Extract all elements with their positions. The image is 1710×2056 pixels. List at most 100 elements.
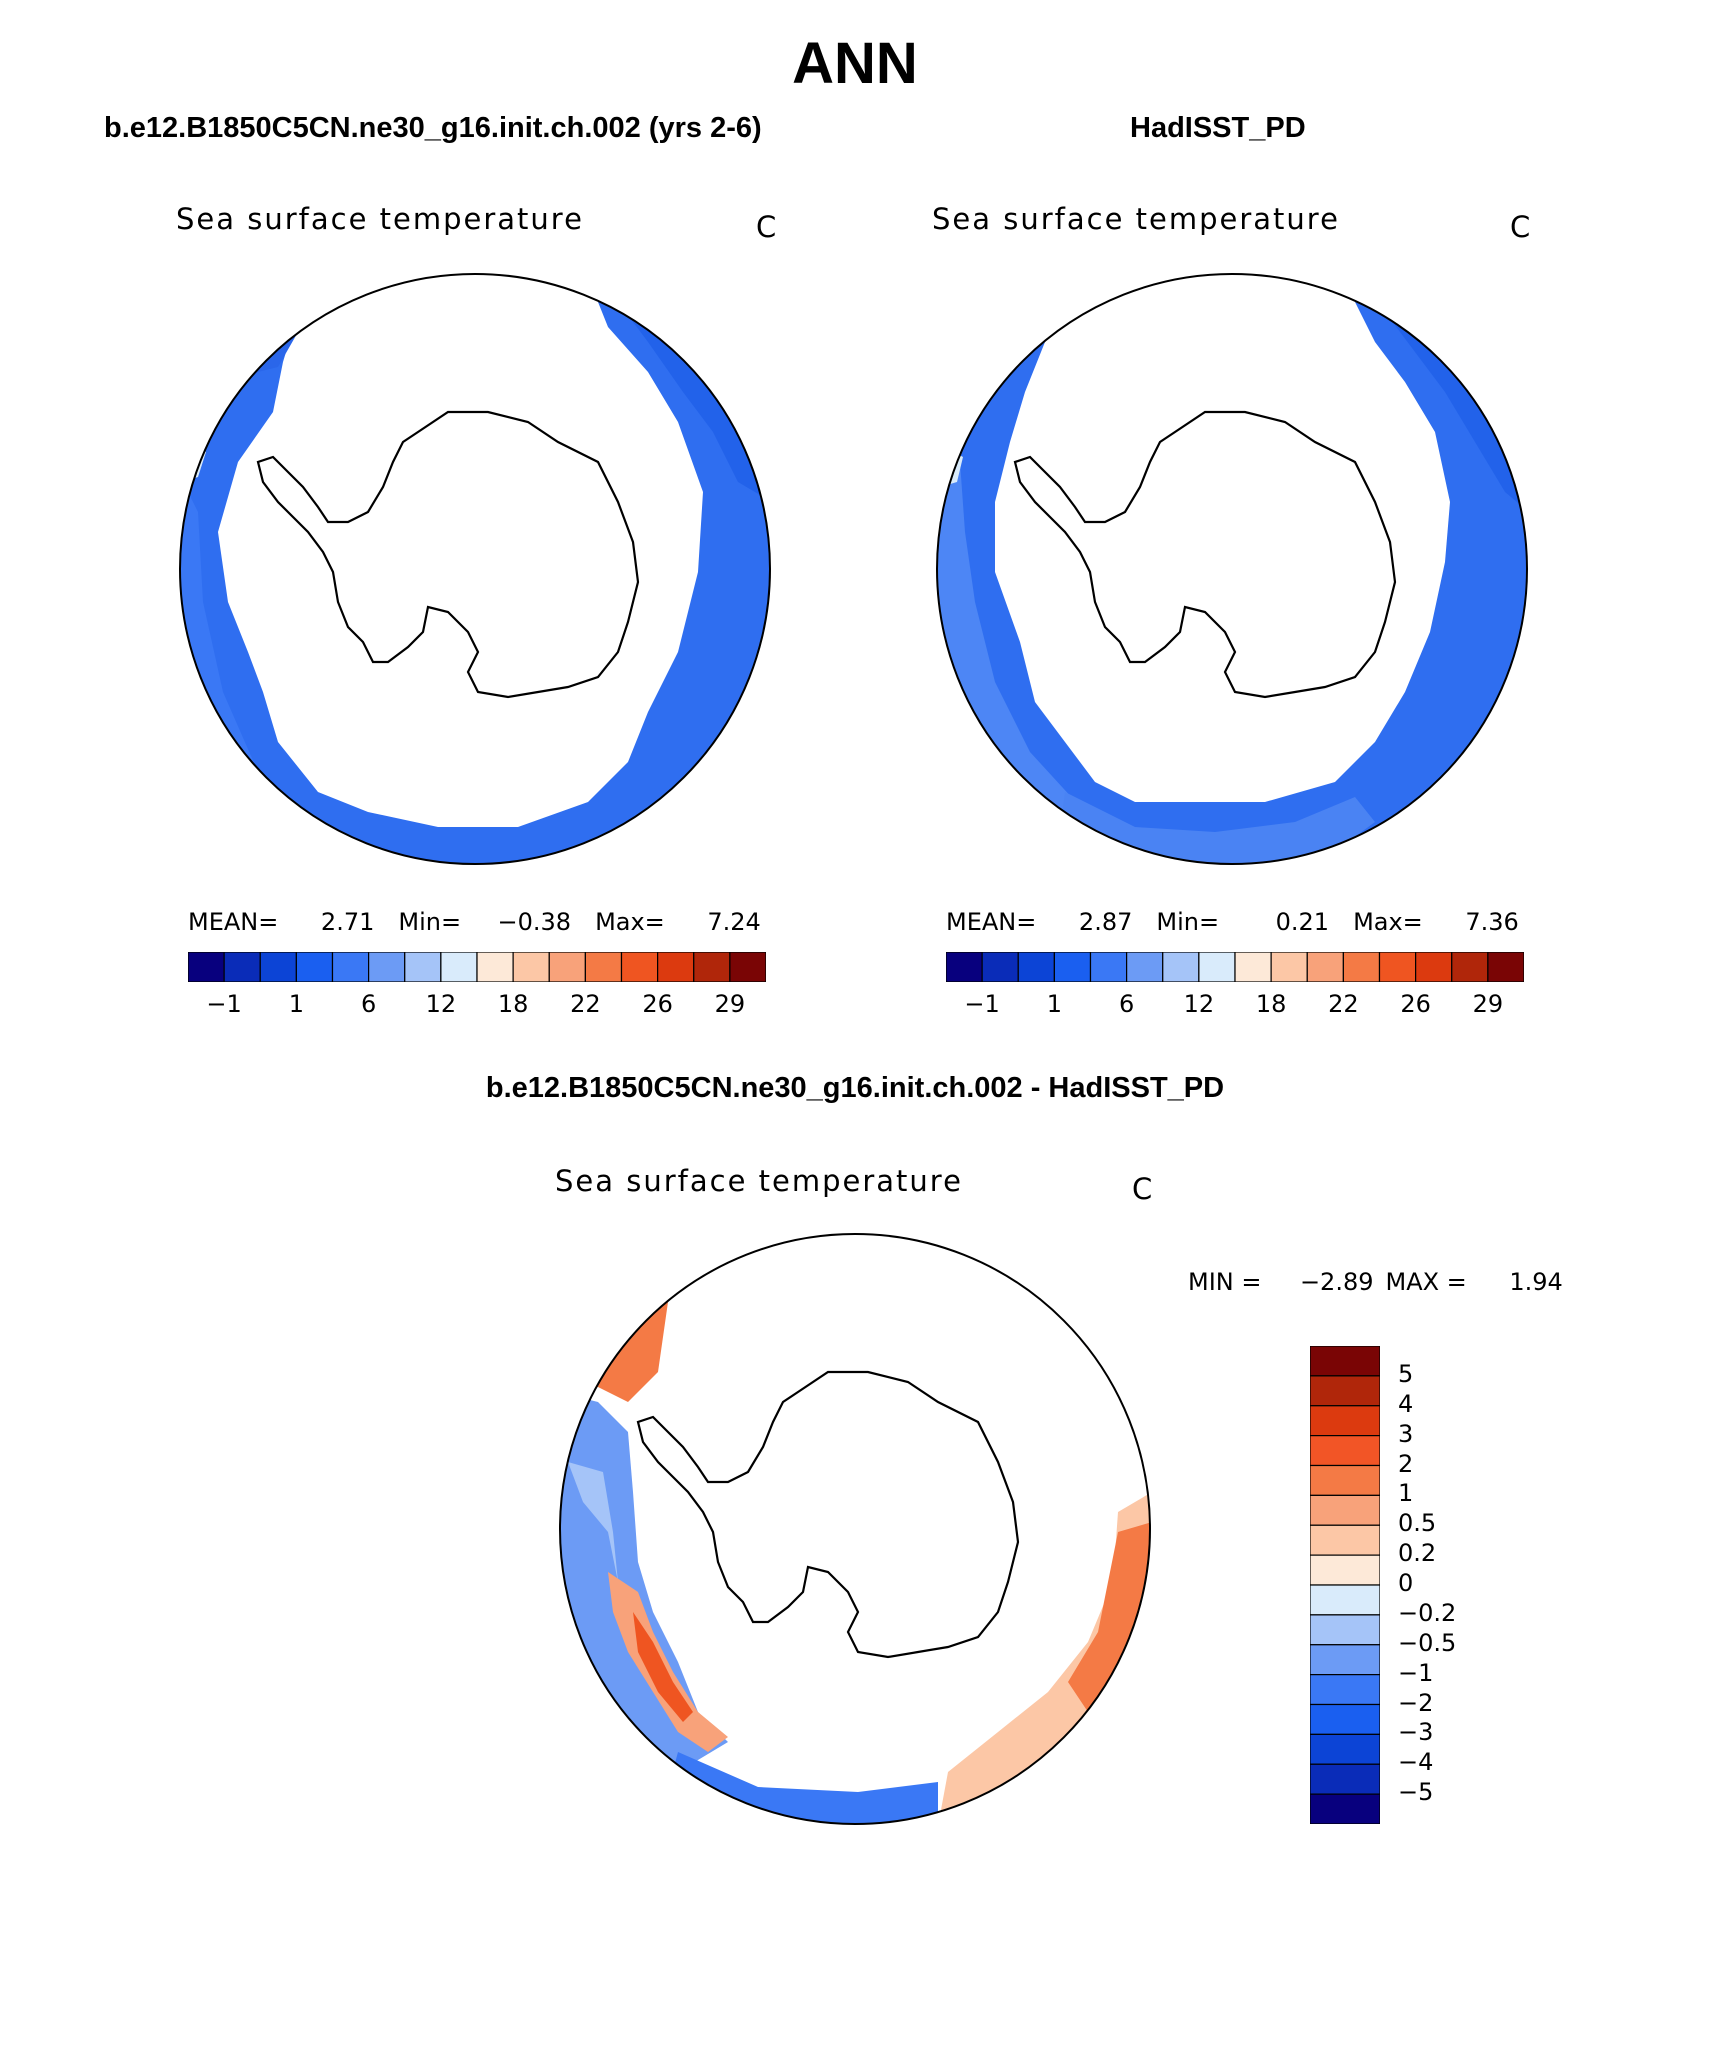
diff-colorbar-tick-label: 4 (1398, 1389, 1414, 1418)
right-colorbar-tick-label: 26 (1400, 990, 1431, 1018)
diff-min-value: −2.89 (1299, 1268, 1374, 1296)
left-colorbar-swatch (512, 952, 550, 982)
right-colorbar-swatch (1017, 952, 1055, 982)
left-colorbar-swatch (693, 952, 731, 982)
right-colorbar-swatch (1198, 952, 1236, 982)
right-colorbar-swatch (1162, 952, 1200, 982)
diff-colorbar-tick-label: −0.5 (1398, 1628, 1457, 1657)
right-colorbar-swatch (1234, 952, 1272, 982)
left-panel-title: b.e12.B1850C5CN.ne30_g16.init.ch.002 (yr… (104, 112, 762, 144)
right-antarctica-coastline (1013, 410, 1397, 699)
right-colorbar-tick-label: 6 (1118, 990, 1135, 1018)
left-colorbar-tick-label: 29 (714, 990, 746, 1018)
difference-panel-title: b.e12.B1850C5CN.ne30_g16.init.ch.002 - H… (485, 1072, 1225, 1104)
diff-max-value: 1.94 (1509, 1268, 1563, 1296)
diff-colorbar-swatch (1310, 1405, 1380, 1437)
left-colorbar-ticks: −1 1 6 12 18 22 26 29 (188, 990, 766, 1020)
left-colorbar-tick-label: −1 (206, 990, 242, 1018)
figure-title: ANN (792, 31, 918, 96)
left-min-label: Min= (398, 908, 462, 936)
right-max-label: Max= (1353, 908, 1423, 936)
diff-colorbar-tick-label: 2 (1398, 1449, 1414, 1478)
diff-min-label: MIN = (1188, 1268, 1262, 1296)
diff-colorbar-swatch (1310, 1614, 1380, 1646)
right-variable-label: Sea surface temperature (932, 202, 1340, 236)
diff-units-label: C (1132, 1172, 1153, 1206)
left-colorbar-swatch (404, 952, 442, 982)
right-colorbar-tick-label: −1 (964, 990, 1000, 1018)
left-colorbar-tick-label: 1 (288, 990, 305, 1018)
diff-colorbar-swatch (1310, 1435, 1380, 1467)
right-stats: MEAN= 2.87 Min= 0.21 Max= 7.36 (946, 908, 1519, 936)
right-sst-map (936, 273, 1528, 865)
left-colorbar-swatch (729, 952, 766, 982)
diff-colorbar-swatch (1310, 1674, 1380, 1706)
right-colorbar-tick-label: 1 (1046, 990, 1063, 1018)
diff-colorbar-tick-label: −3 (1398, 1718, 1434, 1747)
left-colorbar-swatch (368, 952, 406, 982)
diff-colorbar-tick-label: 1 (1398, 1479, 1414, 1508)
diff-colorbar-swatch (1310, 1733, 1380, 1765)
diff-colorbar-swatch (1310, 1793, 1380, 1824)
right-colorbar-ticks: −1 1 6 12 18 22 26 29 (946, 990, 1524, 1020)
diff-colorbar-swatch (1310, 1644, 1380, 1676)
right-colorbar-swatch (1342, 952, 1381, 982)
right-colorbar-swatch (1126, 952, 1164, 982)
right-colorbar-swatch (946, 952, 983, 982)
left-min-value: −0.38 (497, 908, 572, 936)
left-colorbar-swatch (331, 952, 370, 982)
left-units-label: C (756, 210, 777, 244)
left-colorbar-tick-label: 22 (570, 990, 601, 1018)
right-colorbar-swatch (1053, 952, 1092, 982)
right-mean-value: 2.87 (1078, 908, 1133, 936)
diff-colorbar-tick-label: −4 (1398, 1748, 1434, 1777)
left-colorbar-tick-label: 12 (425, 990, 457, 1018)
diff-cold-band-west-inner (568, 1462, 618, 1582)
right-colorbar-swatch (981, 952, 1019, 982)
left-mean-label: MEAN= (188, 908, 279, 936)
right-mean-label: MEAN= (946, 908, 1037, 936)
diff-sst-map (559, 1233, 1151, 1825)
diff-colorbar-tick-label: 3 (1398, 1419, 1414, 1448)
left-colorbar-swatch (620, 952, 659, 982)
diff-colorbar-ticks: 5 4 3 2 1 0.5 0.2 0 −0.2 −0.5 −1 −2 −3 −4 −5 (1390, 1346, 1510, 1824)
left-colorbar-swatch (584, 952, 623, 982)
right-colorbar-swatch (1378, 952, 1417, 982)
diff-colorbar-swatch (1310, 1763, 1380, 1795)
left-colorbar-tick-label: 26 (642, 990, 673, 1018)
diff-warm-streak-west (608, 1572, 728, 1752)
left-colorbar-tick-label: 6 (360, 990, 377, 1018)
right-colorbar-swatch (1487, 952, 1524, 982)
diff-stats: MIN = −2.89 MAX = 1.94 (1188, 1268, 1563, 1296)
diff-colorbar-tick-label: 5 (1398, 1359, 1414, 1388)
left-max-value: 7.24 (707, 908, 761, 936)
diff-colorbar (1310, 1346, 1380, 1824)
left-colorbar-swatch (223, 952, 261, 982)
diff-colorbar-swatch (1310, 1464, 1380, 1496)
right-colorbar-tick-label: 22 (1328, 990, 1359, 1018)
diff-colorbar-swatch (1310, 1494, 1380, 1526)
left-max-label: Max= (595, 908, 665, 936)
right-units-label: C (1510, 210, 1531, 244)
right-colorbar-tick-label: 18 (1255, 990, 1287, 1018)
right-min-value: 0.21 (1275, 908, 1330, 936)
diff-colorbar-tick-label: 0.2 (1398, 1539, 1437, 1568)
diff-colorbar-swatch (1310, 1554, 1380, 1586)
right-colorbar-swatch (1306, 952, 1344, 982)
left-colorbar (188, 952, 766, 982)
diff-colorbar-swatch (1310, 1524, 1380, 1556)
left-antarctica-coastline (256, 410, 640, 699)
left-sst-map (179, 273, 771, 865)
right-colorbar-swatch (1451, 952, 1489, 982)
left-stats: MEAN= 2.71 Min= −0.38 Max= 7.24 (188, 908, 761, 936)
left-colorbar-swatch (188, 952, 225, 982)
left-colorbar-swatch (548, 952, 586, 982)
diff-warm-band-east-core (1068, 1522, 1150, 1712)
diff-colorbar-tick-label: −2 (1398, 1688, 1434, 1717)
diff-warm-streak-west-core (633, 1612, 693, 1722)
diff-colorbar-swatch (1310, 1703, 1380, 1735)
diff-variable-label: Sea surface temperature (555, 1164, 963, 1198)
diff-colorbar-tick-label: −0.2 (1398, 1598, 1457, 1627)
diff-colorbar-tick-label: −5 (1398, 1778, 1434, 1807)
diff-max-label: MAX = (1385, 1268, 1467, 1296)
